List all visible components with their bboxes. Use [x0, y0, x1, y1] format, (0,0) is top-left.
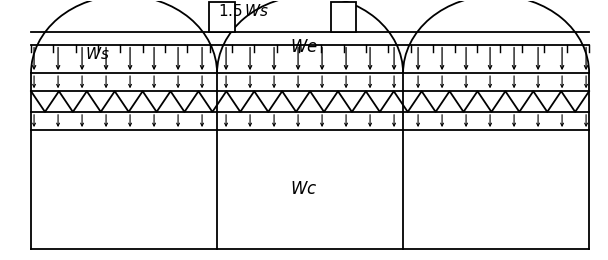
Text: $We$: $We$: [290, 39, 318, 56]
Bar: [331, 2, 356, 32]
Text: $Wc$: $Wc$: [290, 181, 318, 198]
Bar: [209, 2, 235, 32]
Text: $1.5\,Ws$: $1.5\,Ws$: [218, 3, 269, 19]
Text: $Ws$: $Ws$: [85, 46, 110, 62]
